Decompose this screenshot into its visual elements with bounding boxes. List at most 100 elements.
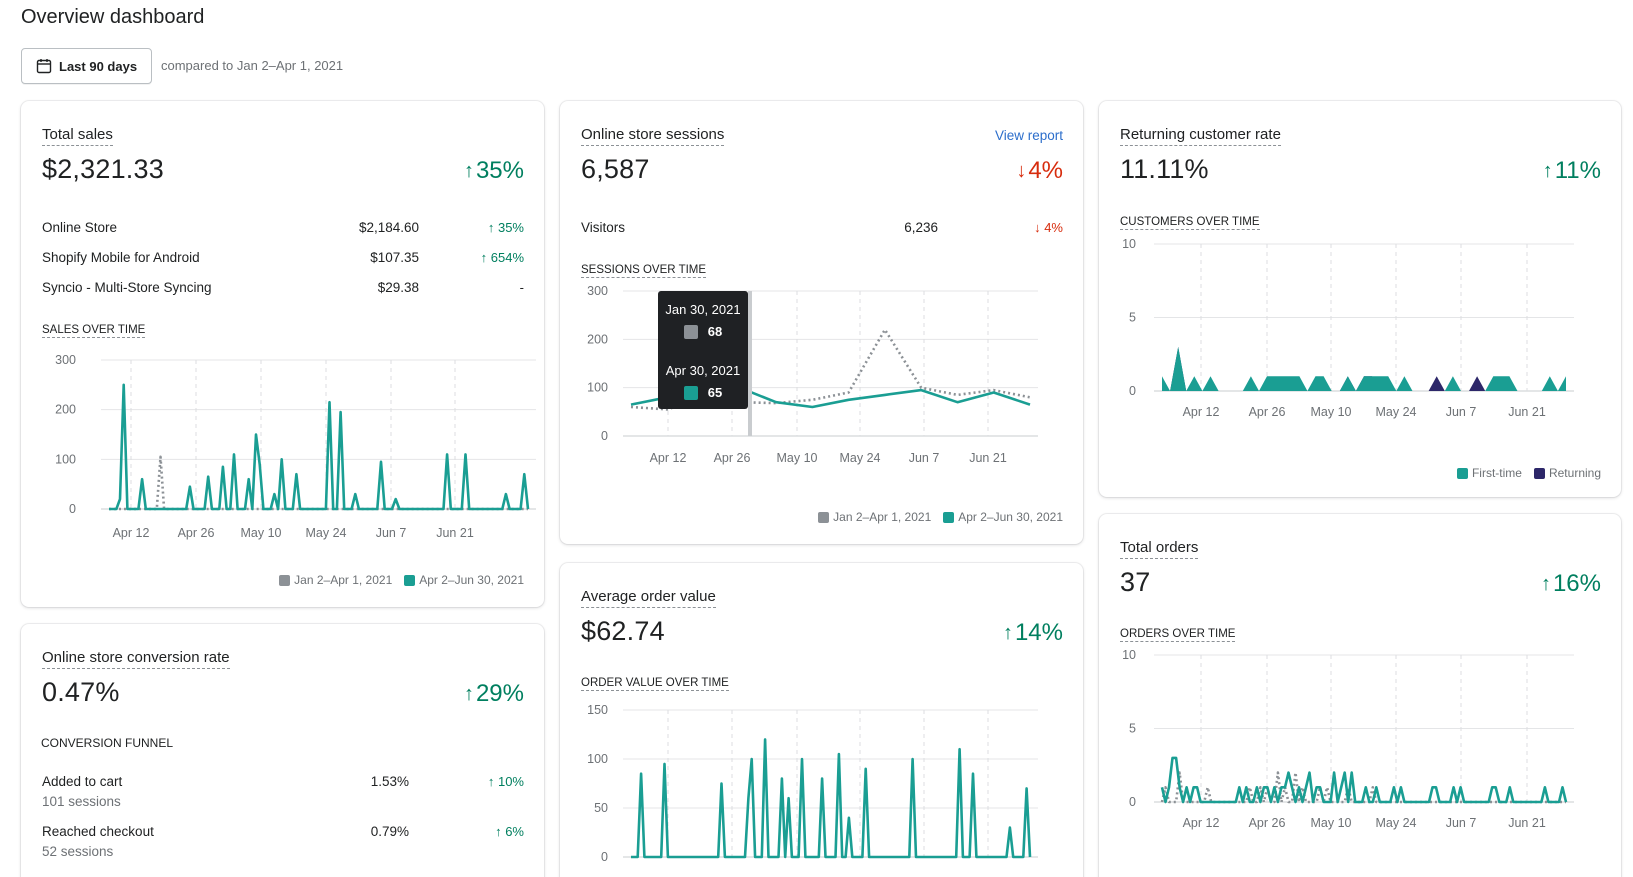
funnel-label: CONVERSION FUNNEL (41, 736, 174, 750)
legend-item-previous: Jan 2–Apr 1, 2021 (279, 573, 392, 587)
card-title[interactable]: Total sales (42, 126, 113, 146)
y-tick-label: 10 (1122, 648, 1136, 662)
sessions-card: Online store sessions View report 6,587 … (560, 101, 1083, 544)
y-tick-label: 0 (1129, 795, 1136, 809)
funnel-row: Added to cart 1.53% ↑ 10% 101 sessions (42, 774, 524, 809)
card-title[interactable]: Online store sessions (581, 126, 725, 146)
y-tick-label: 0 (69, 502, 76, 516)
x-tick-label: Jun 21 (969, 451, 1007, 465)
arrow-up-icon: ↑ (1542, 159, 1553, 182)
returning-customer-card: Returning customer rate 11.11% ↑ 11% CUST… (1099, 101, 1621, 497)
legend-item-first-time: First-time (1456, 466, 1522, 480)
view-report-link[interactable]: View report (994, 128, 1063, 143)
x-tick-label: Apr 26 (714, 451, 751, 465)
chart-label[interactable]: SESSIONS OVER TIME (581, 264, 707, 278)
y-tick-label: 300 (55, 353, 76, 367)
calendar-icon (36, 59, 52, 74)
chart-label[interactable]: ORDERS OVER TIME (1120, 628, 1236, 642)
conversion-rate-card: Online store conversion rate 0.47% ↑ 29% … (21, 624, 544, 877)
series-line-current (1160, 756, 1568, 804)
x-tick-label: May 24 (1376, 816, 1417, 830)
series-line-current (109, 383, 530, 511)
x-tick-label: Apr 26 (1249, 405, 1286, 419)
page-title: Overview dashboard (21, 6, 205, 28)
breakdown-row: Shopify Mobile for Android $107.35 ↑ 654… (42, 250, 524, 265)
metric-change: ↓ 4% (1016, 157, 1063, 184)
x-tick-label: Jun 21 (436, 526, 474, 540)
legend-item-current: Apr 2–Jun 30, 2021 (943, 510, 1063, 524)
card-title[interactable]: Online store conversion rate (42, 649, 230, 669)
arrow-up-icon: ↑ (487, 774, 495, 789)
x-tick-label: May 24 (306, 526, 347, 540)
metric-value: $62.74 (581, 616, 665, 646)
y-tick-label: 0 (1129, 384, 1136, 398)
y-tick-label: 100 (55, 452, 76, 466)
date-range-label: Last 90 days (59, 58, 138, 74)
sales-chart[interactable]: 0 100 200 300 Apr 12 Apr 26 May 10 May 24 Jun 7 J… (21, 341, 544, 551)
metric-change: ↑ 14% (1002, 619, 1063, 646)
x-tick-label: Apr 26 (178, 526, 215, 540)
x-tick-label: Jun 7 (1446, 405, 1477, 419)
y-tick-label: 200 (55, 403, 76, 417)
y-tick-label: 100 (587, 381, 608, 395)
x-tick-label: May 10 (241, 526, 282, 540)
card-title[interactable]: Total orders (1120, 539, 1199, 559)
metric-value: 11.11% (1120, 154, 1209, 184)
comparison-text: compared to Jan 2–Apr 1, 2021 (161, 58, 344, 73)
x-tick-label: May 10 (1311, 405, 1352, 419)
total-sales-card: Total sales $2,321.33 ↑ 35% Online Store … (21, 101, 544, 607)
arrow-up-icon: ↑ (1002, 621, 1013, 644)
customers-chart[interactable]: 0 5 10 Apr 12 Apr 26 May 10 May 24 Jun 7 Jun 21 (1099, 236, 1621, 436)
arrow-up-icon: ↑ (463, 159, 474, 182)
date-range-button[interactable]: Last 90 days (21, 48, 152, 84)
metric-change: ↑ 35% (463, 157, 524, 184)
metric-value: $2,321.33 (42, 154, 164, 184)
arrow-up-icon: ↑ (463, 682, 474, 705)
funnel-row: Reached checkout 0.79% ↑ 6% 52 sessions (42, 824, 524, 859)
metric-change: ↑ 16% (1540, 570, 1601, 597)
x-tick-label: Apr 26 (1249, 816, 1286, 830)
x-tick-label: May 10 (777, 451, 818, 465)
x-tick-label: Apr 12 (650, 451, 687, 465)
legend-item-current: Apr 2–Jun 30, 2021 (404, 573, 524, 587)
metric-change: ↑ 29% (463, 680, 524, 707)
chart-legend: Jan 2–Apr 1, 2021 Apr 2–Jun 30, 2021 (812, 510, 1063, 524)
y-tick-label: 200 (587, 332, 608, 346)
legend-item-previous: Jan 2–Apr 1, 2021 (818, 510, 931, 524)
y-tick-label: 300 (587, 284, 608, 298)
chart-label[interactable]: CUSTOMERS OVER TIME (1120, 216, 1260, 230)
sessions-chart[interactable]: 0 100 200 300 Apr 12 Apr 26 May 10 May 24 Jun 7 J… (560, 279, 1083, 489)
metric-value: 6,587 (581, 154, 650, 184)
x-tick-label: May 24 (840, 451, 881, 465)
chart-tooltip: Jan 30, 2021 68 Apr 30, 2021 65 (658, 291, 748, 409)
chart-label[interactable]: ORDER VALUE OVER TIME (581, 677, 729, 691)
arrow-down-icon: ↓ (1016, 159, 1027, 182)
y-tick-label: 100 (587, 752, 608, 766)
orders-chart[interactable]: 0 5 10 Apr 12 Apr 26 May 10 May 24 Jun 7 Jun 21 (1099, 647, 1621, 847)
breakdown-row: Online Store $2,184.60 ↑ 35% (42, 220, 524, 235)
y-tick-label: 50 (594, 801, 608, 815)
average-order-value-card: Average order value $62.74 ↑ 14% ORDER VA… (560, 563, 1083, 877)
x-tick-label: Jun 21 (1508, 816, 1546, 830)
y-tick-label: 0 (601, 429, 608, 443)
card-title[interactable]: Average order value (581, 588, 716, 608)
breakdown-row: Syncio - Multi-Store Syncing $29.38 - (42, 280, 524, 295)
x-tick-label: Jun 21 (1508, 405, 1546, 419)
chart-legend: Jan 2–Apr 1, 2021 Apr 2–Jun 30, 2021 (273, 573, 524, 587)
metric-change: ↑ 11% (1542, 157, 1601, 184)
x-tick-label: Jun 7 (1446, 816, 1477, 830)
y-tick-label: 5 (1129, 311, 1136, 325)
chart-label[interactable]: SALES OVER TIME (42, 324, 146, 338)
arrow-up-icon: ↑ (487, 220, 495, 235)
visitors-row: Visitors 6,236 ↓ 4% (581, 220, 1063, 235)
metric-value: 37 (1120, 567, 1151, 597)
y-tick-label: 10 (1122, 237, 1136, 251)
x-tick-label: May 24 (1376, 405, 1417, 419)
x-tick-label: Jun 7 (909, 451, 940, 465)
arrow-down-icon: ↓ (1034, 220, 1041, 235)
card-title[interactable]: Returning customer rate (1120, 126, 1281, 146)
series-area-first-time (1162, 346, 1566, 391)
x-tick-label: Jun 7 (376, 526, 407, 540)
arrow-up-icon: ↑ (495, 824, 502, 839)
